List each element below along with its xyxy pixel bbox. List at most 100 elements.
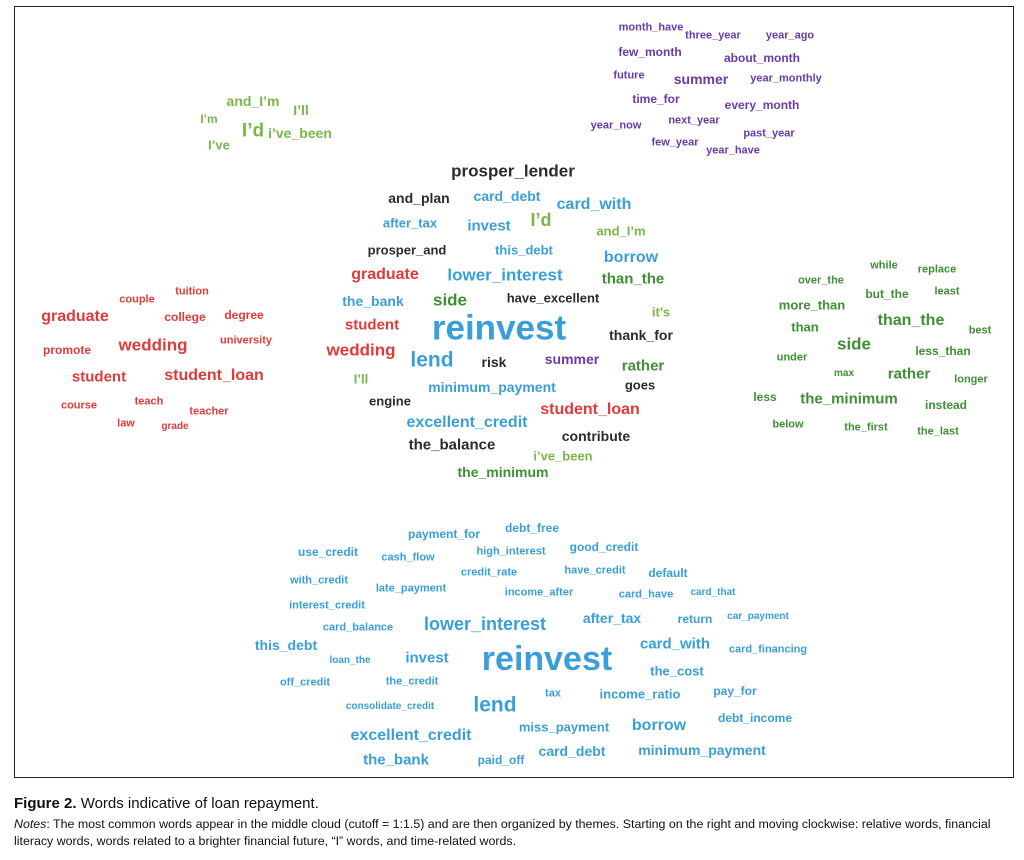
cloud-word-relative: least	[934, 285, 960, 298]
cloud-word-time: every_month	[724, 98, 800, 112]
cloud-word-central: student	[344, 316, 400, 334]
cloud-word-central: I’d	[530, 210, 552, 230]
caption-title: Figure 2. Words indicative of loan repay…	[14, 795, 1014, 812]
cloud-word-i-words: i’ve_been	[268, 125, 332, 141]
cloud-word-relative: less_than	[915, 344, 971, 358]
cloud-word-central: rather	[621, 357, 665, 375]
cloud-word-literacy: card_have	[618, 588, 674, 601]
cloud-word-literacy: high_interest	[476, 545, 546, 558]
cloud-word-i-words: I’ve	[208, 137, 230, 153]
cloud-word-time: about_month	[724, 51, 800, 65]
cloud-word-literacy: card_balance	[322, 621, 394, 634]
cloud-word-future: degree	[224, 308, 264, 322]
cloud-word-relative: less	[753, 390, 777, 404]
cloud-word-literacy: card_that	[690, 587, 736, 598]
cloud-word-literacy: credit_rate	[460, 566, 518, 579]
cloud-word-literacy: the_bank	[363, 751, 429, 769]
cloud-word-literacy: miss_payment	[518, 719, 610, 735]
cloud-word-future: student	[71, 368, 127, 386]
cloud-word-relative: the_minimum	[800, 390, 898, 408]
cloud-word-time: year_monthly	[750, 72, 822, 85]
cloud-word-central: thank_for	[609, 327, 673, 343]
cloud-word-literacy: income_ratio	[599, 686, 681, 702]
cloud-word-central: lower_interest	[447, 265, 563, 285]
cloud-word-relative: than_the	[877, 312, 945, 329]
cloud-word-literacy: default	[648, 566, 688, 580]
cloud-word-literacy: have_credit	[564, 564, 626, 577]
cloud-word-relative: the_last	[917, 425, 959, 438]
cloud-word-future: teacher	[189, 405, 229, 418]
cloud-word-future: teach	[134, 395, 164, 408]
cloud-word-i-words: I’ll	[293, 102, 309, 118]
cloud-word-central: summer	[544, 351, 600, 367]
cloud-word-future: course	[60, 399, 98, 412]
figure-title: Words indicative of loan repayment.	[80, 795, 319, 812]
cloud-word-literacy: interest_credit	[289, 599, 365, 612]
cloud-word-time: three_year	[685, 29, 741, 42]
cloud-word-literacy: paid_off	[477, 753, 525, 767]
cloud-word-relative: the_first	[844, 421, 888, 434]
cloud-word-time: time_for	[632, 92, 680, 106]
cloud-word-literacy: debt_income	[717, 711, 793, 725]
cloud-word-central: side	[432, 290, 468, 310]
cloud-word-central: it’s	[651, 304, 671, 320]
cloud-word-future: student_loan	[164, 367, 264, 384]
cloud-word-future: college	[164, 310, 206, 324]
cloud-word-relative: side	[836, 334, 872, 354]
cloud-word-time: next_year	[668, 114, 720, 127]
cloud-word-relative: more_than	[778, 297, 846, 313]
cloud-word-central: the_balance	[408, 436, 496, 454]
cloud-word-central: reinvest	[431, 308, 567, 348]
cloud-word-central: borrow	[603, 249, 659, 266]
notes-label: Notes	[14, 817, 47, 831]
cloud-word-literacy: lower_interest	[423, 614, 547, 634]
cloud-word-literacy: lend	[473, 693, 517, 717]
cloud-word-central: contribute	[561, 428, 631, 444]
cloud-word-future: wedding	[118, 335, 188, 355]
cloud-word-future: grade	[161, 421, 189, 432]
cloud-word-future: law	[117, 417, 135, 430]
cloud-word-literacy: with_credit	[289, 574, 349, 587]
cloud-word-literacy: loan_the	[329, 655, 371, 666]
cloud-word-relative: while	[870, 259, 898, 272]
cloud-word-relative: under	[776, 351, 808, 364]
cloud-word-central: after_tax	[382, 215, 438, 231]
cloud-word-central: wedding	[326, 340, 396, 360]
cloud-word-future: tuition	[175, 285, 209, 298]
cloud-word-i-words: and_I’m	[226, 93, 280, 109]
cloud-word-relative: below	[772, 418, 804, 431]
cloud-word-future: university	[220, 334, 272, 347]
cloud-word-future: couple	[119, 293, 155, 306]
cloud-word-relative: replace	[917, 263, 957, 276]
cloud-word-central: student_loan	[540, 401, 640, 418]
cloud-word-i-words: I’m	[200, 112, 218, 126]
cloud-word-literacy: card_debt	[538, 743, 606, 759]
cloud-word-central: than_the	[601, 270, 665, 288]
cloud-word-literacy: excellent_credit	[350, 727, 472, 744]
cloud-word-central: prosper_lender	[451, 161, 575, 181]
cloud-word-relative: but_the	[865, 287, 909, 301]
cloud-word-literacy: reinvest	[481, 640, 613, 678]
cloud-word-central: card_with	[556, 196, 632, 213]
notes-text: : The most common words appear in the mi…	[14, 817, 991, 848]
cloud-word-time: few_year	[651, 136, 699, 149]
cloud-word-relative: instead	[924, 398, 968, 412]
cloud-word-central: graduate	[351, 266, 419, 283]
cloud-word-literacy: the_cost	[650, 663, 704, 679]
cloud-word-central: and_plan	[388, 190, 450, 206]
cloud-word-literacy: income_after	[504, 586, 574, 599]
cloud-word-literacy: late_payment	[375, 582, 447, 595]
cloud-word-central: engine	[369, 393, 411, 409]
cloud-word-literacy: payment_for	[407, 527, 481, 541]
cloud-word-literacy: tax	[545, 687, 561, 700]
cloud-word-central: have_excellent	[506, 290, 600, 306]
cloud-word-relative: than	[791, 319, 819, 335]
figure-caption: Figure 2. Words indicative of loan repay…	[14, 795, 1014, 850]
cloud-word-time: year_have	[706, 144, 760, 157]
cloud-word-relative: best	[968, 324, 992, 337]
cloud-word-literacy: card_with	[639, 635, 711, 653]
figure-label: Figure 2.	[14, 795, 77, 812]
cloud-word-literacy: return	[677, 612, 713, 626]
cloud-word-time: month_have	[618, 21, 684, 34]
cloud-word-literacy: good_credit	[569, 540, 639, 554]
